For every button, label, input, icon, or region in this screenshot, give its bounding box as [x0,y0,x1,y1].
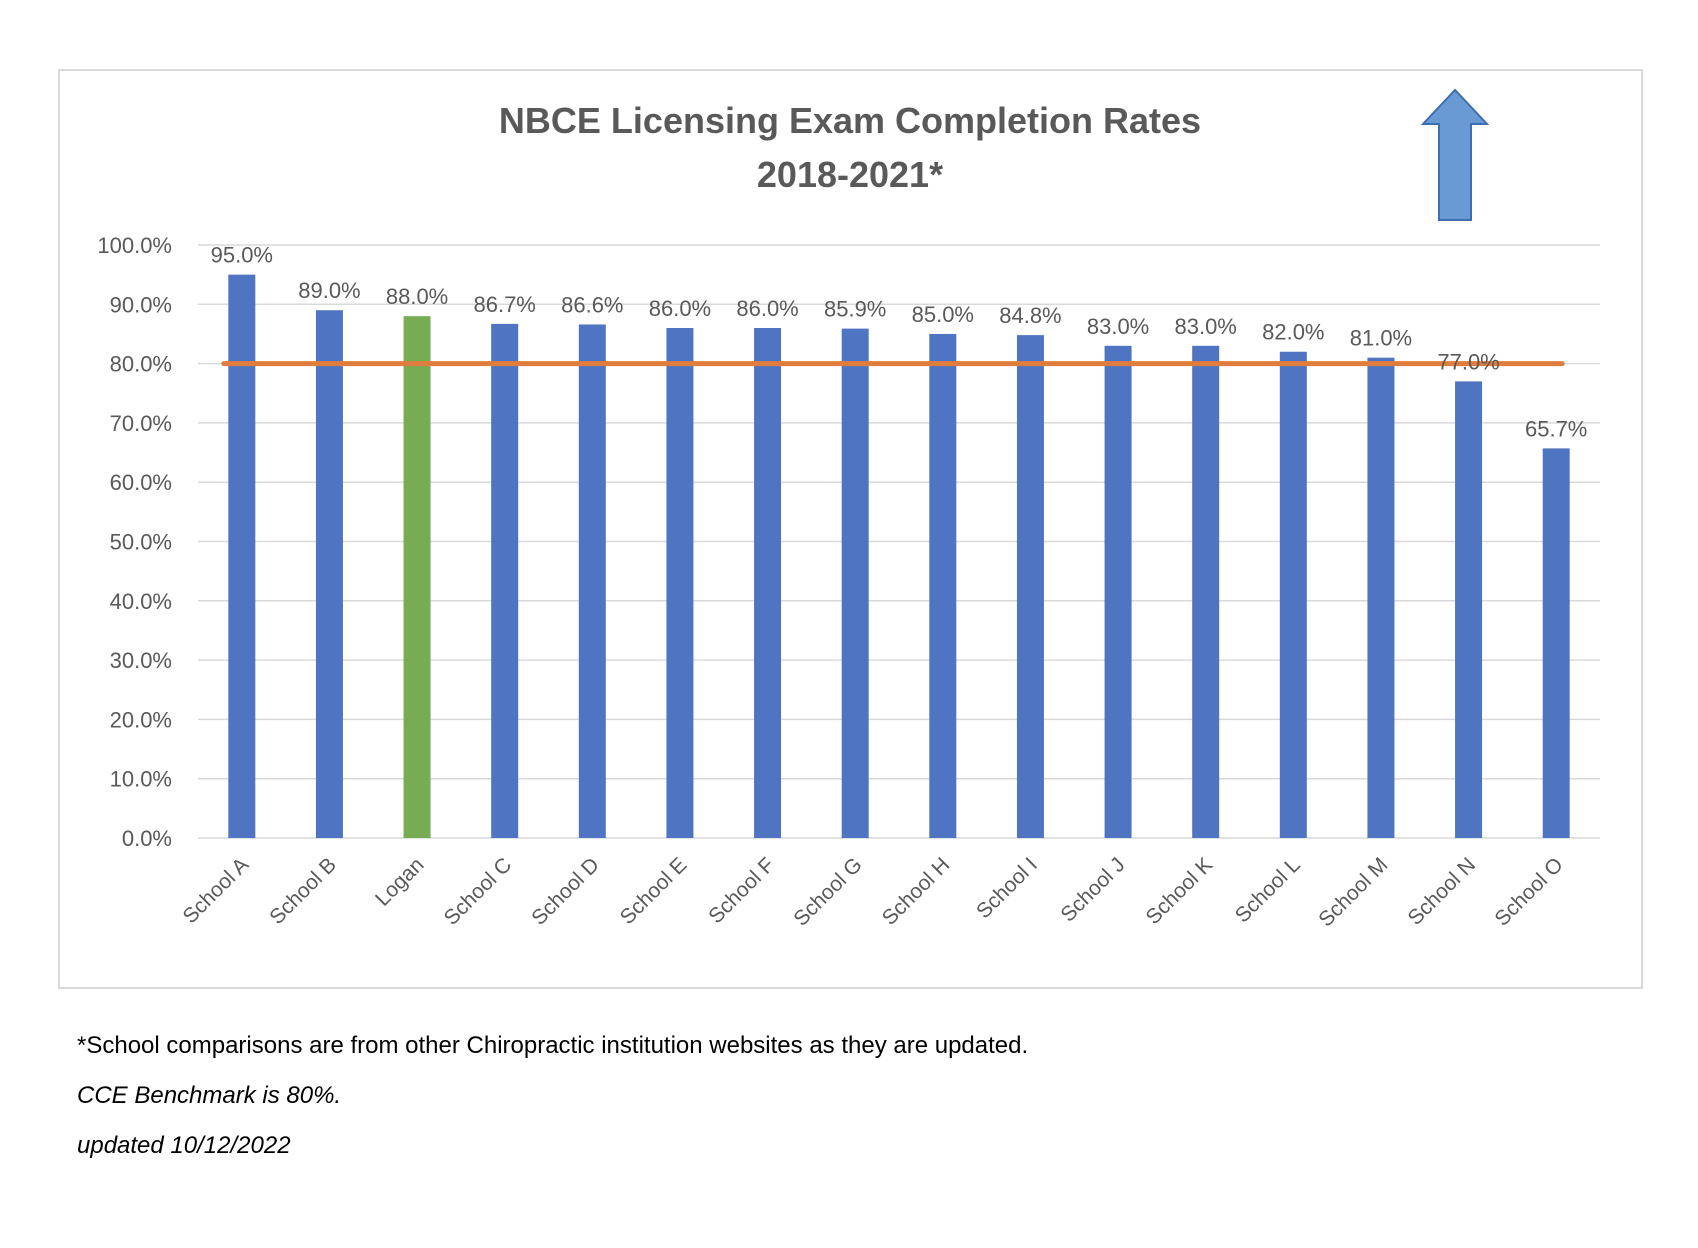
bar [1455,381,1483,838]
y-tick-label: 0.0% [122,826,172,851]
bar [666,328,694,838]
data-label: 86.0% [736,296,798,321]
x-tick-label: School A [178,853,253,928]
data-label: 95.0% [211,243,273,268]
chart-title: NBCE Licensing Exam Completion Rates [499,100,1201,141]
bar-chart: NBCE Licensing Exam Completion Rates 201… [97,88,1600,931]
bar [1104,345,1132,838]
data-label: 83.0% [1174,314,1236,339]
data-label: 86.7% [473,292,535,317]
chart-subtitle: 2018-2021* [757,154,943,195]
data-label: 85.0% [912,302,974,327]
bar [578,324,606,838]
bar [403,316,431,838]
y-tick-label: 20.0% [110,707,172,732]
data-label: 65.7% [1525,416,1587,441]
footnotes: *School comparisons are from other Chiro… [77,1030,1477,1180]
x-tick-label: School I [972,853,1042,923]
bar [315,310,343,838]
bar [754,328,782,838]
x-tick-label: School D [527,853,604,930]
data-label: 89.0% [298,278,360,303]
data-label: 84.8% [999,303,1061,328]
data-label: 86.0% [649,296,711,321]
x-tick-label: School K [1142,853,1218,929]
bar [1542,448,1570,838]
x-tick-label: School E [616,853,692,929]
bar [1192,345,1220,838]
y-tick-label: 60.0% [110,470,172,495]
bar [929,333,957,838]
x-tick-label: School G [789,853,866,930]
chart-frame: NBCE Licensing Exam Completion Rates 201… [58,69,1643,989]
data-label: 83.0% [1087,314,1149,339]
benchmark-footnote: CCE Benchmark is 80%. [77,1082,342,1109]
y-tick-label: 70.0% [110,411,172,436]
y-tick-label: 30.0% [110,648,172,673]
x-tick-label: School O [1490,853,1567,930]
x-tick-label: School J [1056,853,1129,926]
up-arrow-icon [1420,88,1490,221]
y-tick-label: 50.0% [110,530,172,555]
y-tick-label: 40.0% [110,589,172,614]
x-tick-label: School N [1404,853,1481,930]
bar [841,328,869,838]
bar [491,323,519,838]
x-tick-label: School F [704,853,779,928]
bar [1279,351,1307,838]
x-tick-label: School B [265,853,341,929]
y-tick-label: 80.0% [110,352,172,377]
updated-footnote: updated 10/12/2022 [77,1132,291,1159]
data-label: 82.0% [1262,320,1324,345]
y-tick-label: 90.0% [110,292,172,317]
data-label: 86.6% [561,292,623,317]
bar [228,274,256,838]
x-tick-label: School H [878,853,955,930]
y-tick-label: 100.0% [97,233,172,258]
data-label: 88.0% [386,284,448,309]
source-footnote: *School comparisons are from other Chiro… [77,1032,1029,1059]
data-label: 81.0% [1350,326,1412,351]
x-tick-label: Logan [371,853,429,911]
x-tick-label: School M [1314,853,1392,931]
bar [1367,357,1395,838]
x-tick-label: School L [1231,853,1305,927]
x-tick-label: School C [440,853,517,930]
bar [1016,335,1044,838]
y-tick-label: 10.0% [110,767,172,792]
data-label: 85.9% [824,297,886,322]
data-label: 77.0% [1437,349,1499,374]
